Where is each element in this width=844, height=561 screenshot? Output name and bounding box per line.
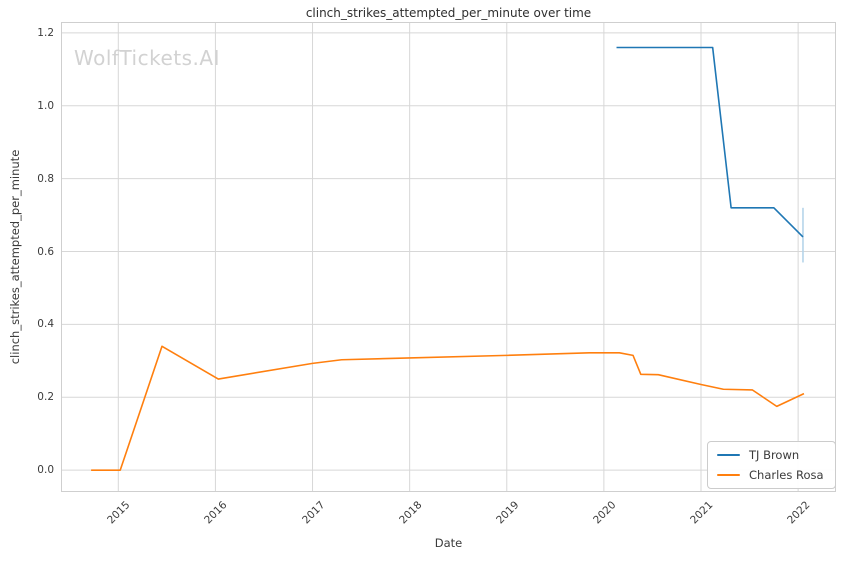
legend: TJ Brown Charles Rosa	[707, 441, 836, 489]
chart-title: clinch_strikes_attempted_per_minute over…	[305, 6, 592, 20]
legend-item-charles-rosa: Charles Rosa	[717, 468, 824, 482]
plot-area: WolfTickets.AI TJ Brown Charles Rosa	[61, 22, 836, 492]
series-line-tj-brown	[616, 46, 804, 238]
legend-item-tj-brown: TJ Brown	[717, 448, 824, 462]
x-tick-label-2017: 2017	[299, 499, 328, 527]
y-tick-label-0.6: 0.6	[37, 245, 54, 258]
series-line-charles-rosa	[91, 345, 805, 471]
y-tick-label-1.0: 1.0	[37, 99, 54, 112]
legend-label: TJ Brown	[749, 448, 800, 462]
x-tick-label-2021: 2021	[688, 499, 716, 527]
x-tick-label-2016: 2016	[202, 499, 230, 527]
x-tick-label-2019: 2019	[493, 499, 522, 527]
y-tick-label-0.0: 0.0	[37, 464, 54, 477]
legend-line-swatch-icon	[717, 453, 740, 457]
y-tick-label-0.2: 0.2	[37, 391, 54, 404]
watermark: WolfTickets.AI	[74, 46, 220, 70]
y-tick-label-0.4: 0.4	[37, 318, 54, 331]
y-axis-label: clinch_strikes_attempted_per_minute	[8, 149, 22, 365]
x-tick-label-2020: 2020	[590, 499, 619, 527]
x-tick-label-2022: 2022	[785, 499, 813, 527]
x-axis-label: Date	[434, 536, 463, 550]
x-tick-label-2018: 2018	[396, 499, 425, 527]
y-tick-label-1.2: 1.2	[37, 26, 54, 39]
y-tick-label-0.8: 0.8	[37, 172, 54, 185]
legend-line-swatch-icon	[717, 473, 740, 477]
axes-spines	[61, 22, 836, 492]
x-tick-label-2015: 2015	[105, 499, 133, 527]
plot-canvas	[61, 22, 836, 492]
legend-label: Charles Rosa	[749, 468, 824, 482]
